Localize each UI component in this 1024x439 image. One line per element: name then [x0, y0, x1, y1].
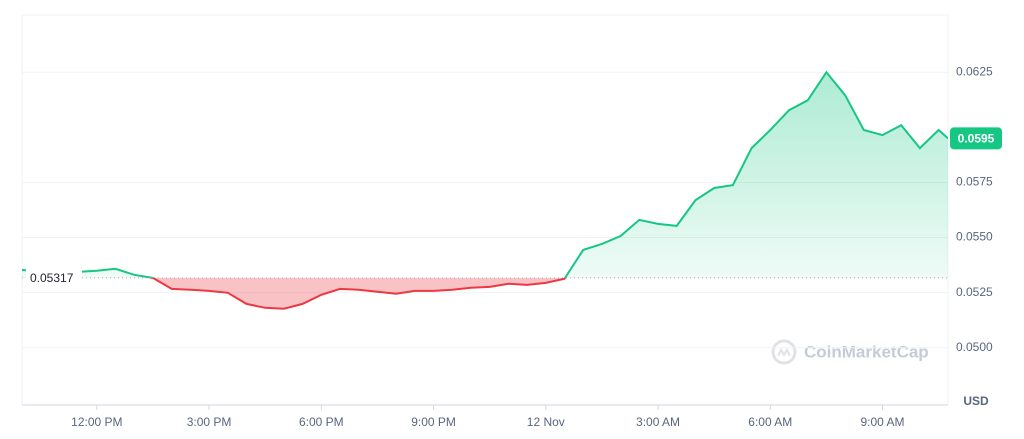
y-tick-label: 0.0625 — [956, 64, 993, 78]
y-tick-label: 0.0525 — [956, 285, 993, 299]
y-tick-label: 0.0500 — [956, 340, 993, 354]
y-tick-label: 0.0575 — [956, 175, 993, 189]
baseline-label: 0.05317 — [30, 271, 74, 285]
price-line-up — [22, 70, 948, 278]
last-price-badge — [950, 127, 1002, 150]
x-tick-label: 12:00 PM — [71, 415, 122, 429]
x-tick-label: 3:00 AM — [636, 415, 680, 429]
baseline-label-bg — [26, 268, 82, 287]
area-up — [22, 72, 948, 278]
x-tick-label: 9:00 PM — [411, 415, 456, 429]
x-tick-label: 6:00 PM — [299, 415, 344, 429]
x-tick-label: 12 Nov — [527, 415, 565, 429]
price-line-down — [146, 277, 567, 310]
unit-label: USD — [963, 394, 989, 408]
x-tick-label: 9:00 AM — [861, 415, 905, 429]
y-tick-label: 0.0550 — [956, 230, 993, 244]
x-tick-label: 3:00 PM — [187, 415, 232, 429]
area-down — [152, 277, 566, 309]
last-price-label: 0.0595 — [958, 132, 995, 146]
watermark-logo — [771, 339, 797, 365]
watermark: CoinMarketCap — [804, 342, 929, 361]
x-tick-label: 6:00 AM — [748, 415, 792, 429]
